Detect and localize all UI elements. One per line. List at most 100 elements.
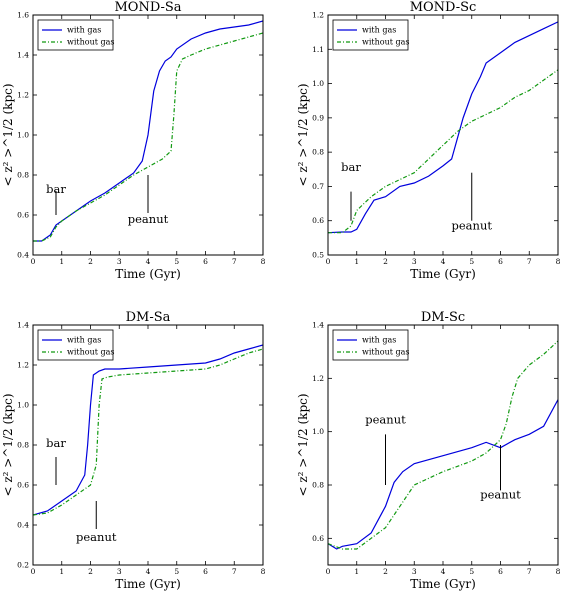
x-tick-label: 3 bbox=[117, 257, 122, 266]
y-axis-label: < z² >^1/2 (kpc) bbox=[1, 393, 15, 496]
chart-panel: DM-Sc 0 1 2 3 4 5 6 7 8 0.6 0.8 1.0 1.2 1.4 Time (Gyr) <… bbox=[296, 310, 561, 591]
x-tick-label: 7 bbox=[232, 567, 237, 576]
x-tick-label: 5 bbox=[174, 567, 179, 576]
y-tick-label: 0.8 bbox=[312, 481, 324, 490]
x-tick-label: 6 bbox=[498, 257, 503, 266]
y-tick-label: 1.6 bbox=[17, 11, 29, 20]
x-tick-label: 6 bbox=[203, 257, 208, 266]
series-line bbox=[33, 348, 263, 516]
y-tick-label: 0.8 bbox=[312, 148, 324, 157]
x-tick-label: 1 bbox=[354, 257, 359, 266]
y-tick-label: 1.2 bbox=[312, 11, 324, 20]
y-tick-label: 1.2 bbox=[17, 91, 29, 100]
x-tick-label: 8 bbox=[556, 567, 561, 576]
series-group bbox=[33, 20, 263, 242]
annotation-label: peanut bbox=[76, 530, 117, 544]
x-tick-label: 8 bbox=[556, 257, 561, 266]
x-tick-label: 3 bbox=[412, 257, 417, 266]
y-tick-label: 0.6 bbox=[312, 534, 324, 543]
x-axis-label: Time (Gyr) bbox=[115, 267, 181, 281]
series-line bbox=[328, 340, 558, 550]
y-tick-label: 0.9 bbox=[312, 113, 324, 122]
series-line bbox=[328, 399, 558, 550]
annotation-label: bar bbox=[46, 436, 66, 450]
y-tick-label: 0.7 bbox=[312, 182, 324, 191]
x-axis-label: Time (Gyr) bbox=[410, 577, 476, 591]
y-axis-label: < z² >^1/2 (kpc) bbox=[1, 83, 15, 186]
legend-label: without gas bbox=[67, 348, 115, 357]
x-tick-label: 2 bbox=[88, 567, 93, 576]
y-tick-label: 0.8 bbox=[17, 171, 29, 180]
annotation-label: bar bbox=[46, 182, 66, 196]
y-axis-label: < z² >^1/2 (kpc) bbox=[296, 83, 310, 186]
legend-box bbox=[37, 329, 114, 361]
chart-title: DM-Sc bbox=[421, 310, 465, 325]
annotation-label: bar bbox=[341, 160, 361, 174]
chart-panel: MOND-Sc 0 1 2 3 4 5 6 7 8 0.5 0.6 0.7 0.8 0.9 1.0 1.1 1.2… bbox=[296, 0, 561, 281]
x-tick-label: 0 bbox=[326, 567, 331, 576]
series-line bbox=[33, 32, 263, 242]
x-tick-label: 0 bbox=[326, 257, 331, 266]
y-tick-label: 0.2 bbox=[17, 561, 29, 570]
x-tick-label: 1 bbox=[59, 257, 64, 266]
x-tick-label: 5 bbox=[469, 567, 474, 576]
x-tick-label: 5 bbox=[469, 257, 474, 266]
x-tick-label: 2 bbox=[383, 257, 388, 266]
annotation-label: peanut bbox=[128, 212, 169, 226]
x-tick-label: 6 bbox=[203, 567, 208, 576]
chart-title: MOND-Sc bbox=[410, 0, 477, 15]
annotation-label: peanut bbox=[365, 413, 406, 427]
x-tick-label: 4 bbox=[441, 257, 446, 266]
x-tick-label: 8 bbox=[261, 567, 266, 576]
legend-box bbox=[332, 19, 409, 51]
x-tick-label: 2 bbox=[383, 567, 388, 576]
x-tick-label: 0 bbox=[31, 567, 36, 576]
legend-box bbox=[37, 19, 114, 51]
y-tick-label: 1.4 bbox=[17, 321, 29, 330]
y-tick-label: 0.5 bbox=[312, 251, 324, 260]
series-line bbox=[33, 20, 263, 242]
legend-label: with gas bbox=[362, 26, 396, 35]
y-tick-label: 0.4 bbox=[17, 521, 29, 530]
chart-title: DM-Sa bbox=[126, 310, 171, 325]
y-tick-label: 1.1 bbox=[312, 45, 324, 54]
chart-title: MOND-Sa bbox=[114, 0, 181, 15]
y-tick-label: 1.0 bbox=[17, 131, 29, 140]
x-tick-label: 0 bbox=[31, 257, 36, 266]
y-tick-label: 1.0 bbox=[312, 79, 324, 88]
y-tick-label: 0.4 bbox=[17, 251, 29, 260]
annotation-label: peanut bbox=[452, 218, 493, 232]
legend-box bbox=[332, 329, 409, 361]
x-tick-label: 4 bbox=[146, 257, 151, 266]
x-tick-label: 7 bbox=[527, 567, 532, 576]
x-tick-label: 3 bbox=[117, 567, 122, 576]
x-tick-label: 4 bbox=[146, 567, 151, 576]
x-tick-label: 4 bbox=[441, 567, 446, 576]
legend-label: with gas bbox=[67, 26, 101, 35]
y-tick-label: 1.4 bbox=[17, 51, 29, 60]
chart-panel: MOND-Sa 0 1 2 3 4 5 6 7 8 0.4 0.6 0.8 1.0 1.2 1.4 1.6 Tim… bbox=[1, 0, 266, 281]
legend-label: with gas bbox=[67, 336, 101, 345]
series-group bbox=[328, 21, 558, 234]
legend-label: with gas bbox=[362, 336, 396, 345]
series-line bbox=[33, 344, 263, 516]
chart-panel: DM-Sa 0 1 2 3 4 5 6 7 8 0.2 0.4 0.6 0.8 1.0 1.2 1.4 Time … bbox=[1, 310, 266, 591]
series-group bbox=[328, 340, 558, 550]
x-tick-label: 8 bbox=[261, 257, 266, 266]
x-axis-label: Time (Gyr) bbox=[115, 577, 181, 591]
legend-label: without gas bbox=[362, 348, 410, 357]
y-tick-label: 1.2 bbox=[17, 361, 29, 370]
x-tick-label: 1 bbox=[59, 567, 64, 576]
series-group bbox=[33, 344, 263, 516]
y-tick-label: 1.0 bbox=[17, 401, 29, 410]
x-tick-label: 2 bbox=[88, 257, 93, 266]
series-line bbox=[328, 21, 558, 234]
x-tick-label: 1 bbox=[354, 567, 359, 576]
x-axis-label: Time (Gyr) bbox=[410, 267, 476, 281]
legend-label: without gas bbox=[67, 38, 115, 47]
y-axis-label: < z² >^1/2 (kpc) bbox=[296, 393, 310, 496]
x-tick-label: 5 bbox=[174, 257, 179, 266]
legend-label: without gas bbox=[362, 38, 410, 47]
plot-frame bbox=[327, 324, 559, 566]
